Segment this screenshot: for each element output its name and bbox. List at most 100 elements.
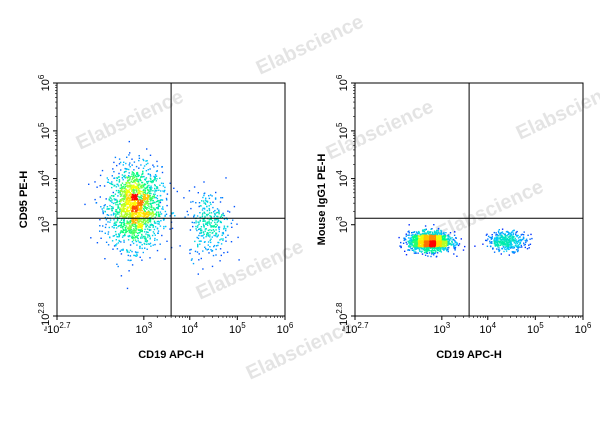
event-dot (130, 180, 132, 183)
event-dot (122, 164, 124, 166)
event-dot (215, 248, 217, 251)
event-dot (134, 182, 136, 184)
event-dot (129, 219, 131, 222)
event-dot (423, 233, 425, 235)
event-dot (137, 232, 139, 234)
event-dot (436, 248, 438, 250)
event-dot (222, 212, 224, 215)
event-dot (431, 253, 433, 255)
event-dot (429, 235, 431, 237)
event-dot (205, 248, 207, 250)
event-dot (491, 242, 493, 244)
event-dot (132, 210, 134, 212)
event-dot (166, 193, 169, 195)
event-dot (444, 247, 447, 249)
event-dot (441, 248, 444, 250)
event-dot (121, 189, 123, 191)
event-dot (443, 249, 445, 251)
event-dot (146, 216, 148, 218)
event-dot (212, 254, 215, 257)
event-dot (121, 249, 123, 251)
event-dot (137, 206, 140, 208)
event-dot (153, 213, 156, 215)
event-dot (123, 191, 126, 193)
x-tick-label: -102.7 (341, 321, 369, 336)
event-dot (133, 204, 135, 206)
event-dot (436, 232, 439, 234)
event-dot (144, 194, 146, 196)
event-dot (140, 193, 142, 195)
event-dot (129, 244, 132, 246)
event-dot (493, 231, 495, 234)
event-dot (204, 212, 206, 215)
event-dot (418, 231, 420, 233)
event-dot (203, 181, 205, 183)
event-dot (149, 221, 152, 223)
event-dot (169, 215, 171, 217)
event-dot (122, 231, 125, 234)
event-dot (142, 184, 144, 186)
event-dot (113, 185, 115, 187)
event-dot (139, 210, 141, 212)
event-dot (136, 207, 138, 210)
event-dot (427, 236, 429, 239)
event-dot (499, 238, 502, 240)
event-dot (107, 208, 109, 210)
event-dot (219, 239, 221, 241)
event-dot (490, 237, 492, 239)
event-dot (198, 205, 200, 208)
event-dot (464, 245, 466, 248)
event-dot (431, 243, 433, 246)
event-dot (127, 196, 130, 198)
event-dot (456, 242, 458, 244)
event-dot (123, 184, 125, 186)
event-dot (414, 245, 417, 248)
event-dot (147, 185, 149, 187)
event-dot (158, 215, 160, 217)
event-dot (118, 211, 120, 213)
event-dot (157, 207, 159, 210)
event-dot (400, 241, 402, 244)
event-dot (441, 244, 443, 246)
event-dot (503, 248, 506, 250)
event-dot (123, 194, 125, 196)
event-dot (421, 246, 423, 248)
event-dot (431, 234, 433, 237)
event-dot (212, 232, 214, 234)
event-dot (227, 234, 229, 236)
event-dot (148, 205, 150, 207)
event-dot (428, 246, 430, 248)
event-dot (198, 253, 200, 255)
event-dot (155, 213, 157, 215)
event-dot (144, 206, 146, 208)
event-dot (495, 239, 497, 241)
event-dot (130, 208, 132, 211)
event-dot (500, 241, 503, 244)
event-dot (421, 230, 424, 232)
event-dot (414, 244, 417, 246)
event-dot (133, 187, 135, 189)
event-dot (126, 249, 128, 251)
event-dot (101, 230, 103, 233)
event-dot (132, 214, 134, 216)
event-dot (422, 234, 424, 236)
event-dot (425, 239, 427, 241)
event-dot (126, 182, 128, 184)
event-dot (117, 189, 120, 192)
event-dot (158, 221, 160, 223)
event-dot (206, 223, 208, 225)
event-dot (130, 193, 132, 195)
event-dot (445, 232, 447, 234)
event-dot (506, 238, 509, 240)
event-dot (507, 241, 509, 244)
event-dot (140, 241, 142, 244)
event-dot (201, 235, 203, 237)
event-dot (216, 215, 218, 218)
event-dot (163, 218, 165, 221)
event-dot (416, 246, 418, 248)
event-dot (496, 240, 498, 242)
event-dot (513, 252, 515, 254)
event-dot (198, 259, 200, 261)
event-dot (190, 248, 192, 251)
event-dot (123, 161, 125, 163)
